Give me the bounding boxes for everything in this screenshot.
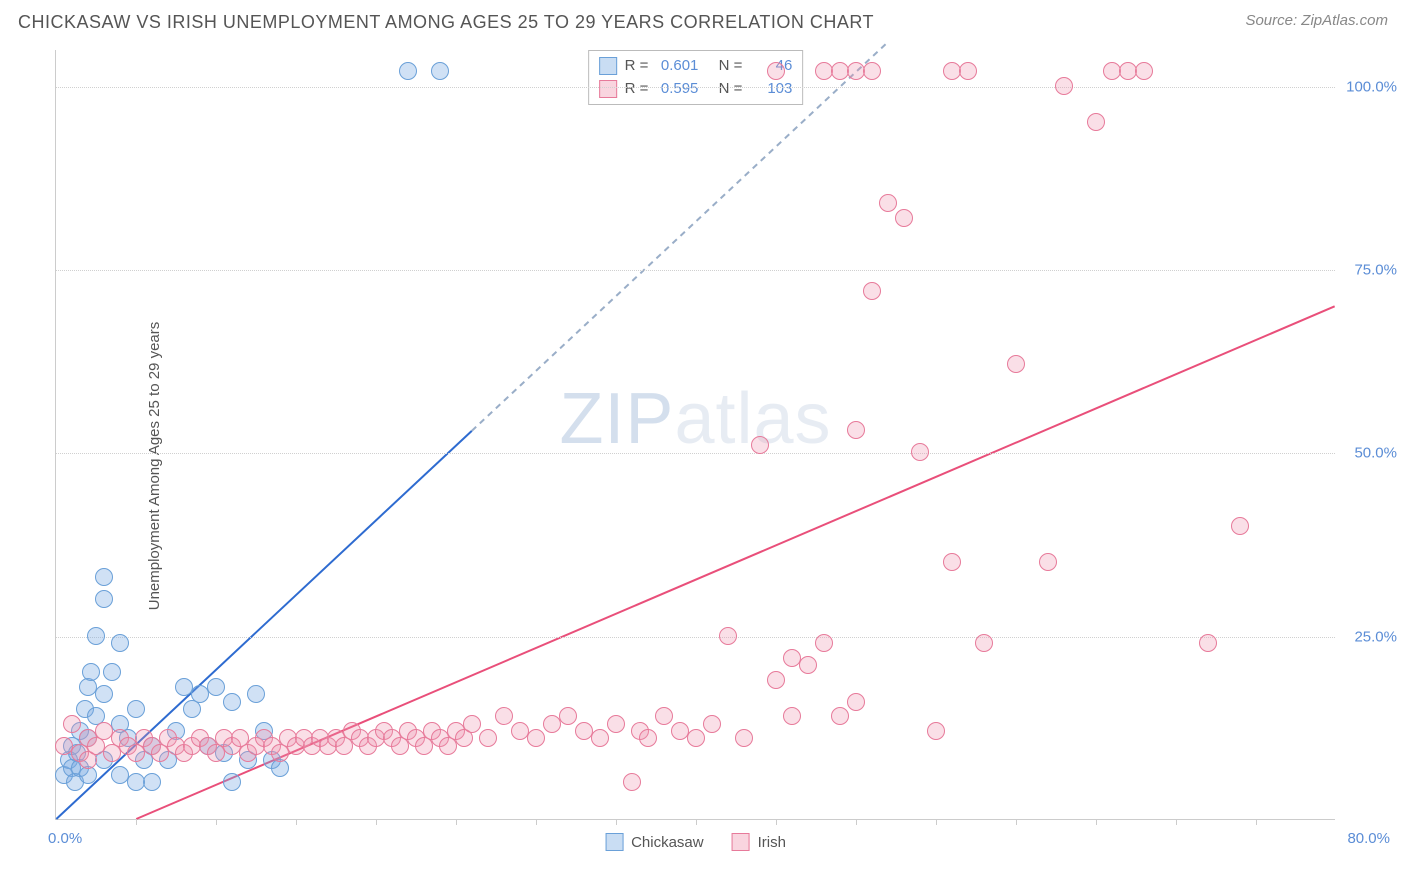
- data-point: [623, 773, 641, 791]
- source-label: Source: ZipAtlas.com: [1245, 12, 1388, 29]
- legend-swatch-blue: [599, 57, 617, 75]
- data-point: [1087, 113, 1105, 131]
- data-point: [103, 663, 121, 681]
- trend-lines-layer: [56, 50, 1335, 819]
- data-point: [1199, 634, 1217, 652]
- legend-swatch-pink: [599, 80, 617, 98]
- data-point: [687, 729, 705, 747]
- legend-swatch-pink: [732, 833, 750, 851]
- data-point: [527, 729, 545, 747]
- x-tick-mark: [296, 819, 297, 825]
- legend-item-chickasaw: Chickasaw: [605, 833, 704, 851]
- data-point: [1055, 77, 1073, 95]
- data-point: [863, 282, 881, 300]
- data-point: [63, 715, 81, 733]
- data-point: [927, 722, 945, 740]
- data-point: [799, 656, 817, 674]
- data-point: [719, 627, 737, 645]
- x-tick-mark: [936, 819, 937, 825]
- data-point: [863, 62, 881, 80]
- data-point: [431, 62, 449, 80]
- x-tick-label: 80.0%: [1347, 830, 1390, 847]
- data-point: [975, 634, 993, 652]
- data-point: [879, 194, 897, 212]
- data-point: [831, 707, 849, 725]
- data-point: [943, 553, 961, 571]
- y-tick-label: 25.0%: [1354, 628, 1397, 645]
- data-point: [247, 685, 265, 703]
- x-tick-mark: [376, 819, 377, 825]
- bottom-legend: Chickasaw Irish: [605, 833, 786, 851]
- data-point: [207, 678, 225, 696]
- x-tick-mark: [456, 819, 457, 825]
- gridline-h: [56, 270, 1335, 271]
- data-point: [655, 707, 673, 725]
- data-point: [479, 729, 497, 747]
- data-point: [87, 627, 105, 645]
- x-tick-mark: [136, 819, 137, 825]
- data-point: [111, 634, 129, 652]
- data-point: [143, 773, 161, 791]
- data-point: [751, 436, 769, 454]
- data-point: [399, 62, 417, 80]
- y-tick-label: 75.0%: [1354, 262, 1397, 279]
- x-tick-mark: [216, 819, 217, 825]
- x-tick-mark: [856, 819, 857, 825]
- legend-swatch-blue: [605, 833, 623, 851]
- data-point: [783, 707, 801, 725]
- data-point: [495, 707, 513, 725]
- stat-row-irish: R = 0.595 N = 103: [599, 78, 793, 101]
- x-tick-mark: [1176, 819, 1177, 825]
- data-point: [847, 693, 865, 711]
- plot-region: ZIPatlas R = 0.601 N = 46 R = 0.595 N = …: [55, 50, 1335, 820]
- x-tick-mark: [696, 819, 697, 825]
- data-point: [559, 707, 577, 725]
- data-point: [1007, 355, 1025, 373]
- x-tick-label: 0.0%: [48, 830, 82, 847]
- data-point: [1039, 553, 1057, 571]
- data-point: [911, 443, 929, 461]
- data-point: [591, 729, 609, 747]
- data-point: [959, 62, 977, 80]
- data-point: [735, 729, 753, 747]
- data-point: [815, 634, 833, 652]
- data-point: [127, 700, 145, 718]
- data-point: [703, 715, 721, 733]
- watermark: ZIPatlas: [559, 378, 831, 460]
- x-tick-mark: [1256, 819, 1257, 825]
- data-point: [95, 685, 113, 703]
- data-point: [223, 773, 241, 791]
- data-point: [95, 568, 113, 586]
- x-tick-mark: [616, 819, 617, 825]
- y-tick-label: 100.0%: [1346, 78, 1397, 95]
- data-point: [607, 715, 625, 733]
- y-tick-label: 50.0%: [1354, 445, 1397, 462]
- data-point: [1231, 517, 1249, 535]
- data-point: [95, 590, 113, 608]
- chart-area: Unemployment Among Ages 25 to 29 years Z…: [0, 40, 1406, 892]
- x-tick-mark: [1096, 819, 1097, 825]
- legend-item-irish: Irish: [732, 833, 786, 851]
- gridline-h: [56, 87, 1335, 88]
- x-tick-mark: [1016, 819, 1017, 825]
- data-point: [127, 773, 145, 791]
- x-tick-mark: [536, 819, 537, 825]
- data-point: [767, 62, 785, 80]
- data-point: [1135, 62, 1153, 80]
- stat-row-chickasaw: R = 0.601 N = 46: [599, 55, 793, 78]
- chart-title: CHICKASAW VS IRISH UNEMPLOYMENT AMONG AG…: [18, 12, 874, 33]
- data-point: [463, 715, 481, 733]
- data-point: [895, 209, 913, 227]
- gridline-h: [56, 637, 1335, 638]
- data-point: [639, 729, 657, 747]
- gridline-h: [56, 453, 1335, 454]
- data-point: [82, 663, 100, 681]
- x-tick-mark: [776, 819, 777, 825]
- data-point: [767, 671, 785, 689]
- data-point: [847, 421, 865, 439]
- data-point: [223, 693, 241, 711]
